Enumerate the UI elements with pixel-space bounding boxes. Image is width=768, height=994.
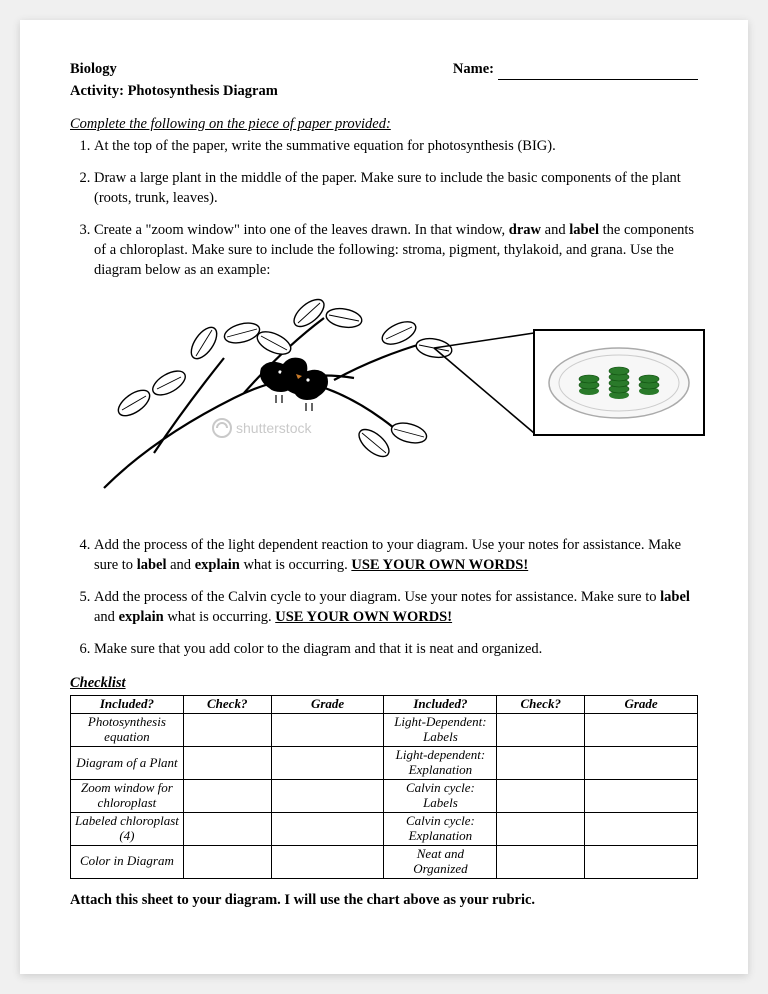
col-grade-1: Grade	[271, 696, 384, 714]
diagram-svg: shutterstock	[94, 288, 714, 518]
table-row: Color in Diagram Neat and Organized	[71, 845, 698, 878]
name-field: Name:	[453, 60, 698, 80]
instruction-6: Make sure that you add color to the diag…	[94, 640, 698, 660]
table-row: Zoom window for chloroplast Calvin cycle…	[71, 780, 698, 813]
svg-text:shutterstock: shutterstock	[236, 420, 312, 436]
table-row: Labeled chloroplast (4) Calvin cycle: Ex…	[71, 813, 698, 846]
footer-note: Attach this sheet to your diagram. I wil…	[70, 891, 698, 911]
name-blank-line[interactable]	[498, 79, 698, 80]
col-check-2: Check?	[497, 696, 585, 714]
instruction-2: Draw a large plant in the middle of the …	[94, 169, 698, 208]
table-header-row: Included? Check? Grade Included? Check? …	[71, 696, 698, 714]
subject-label: Biology	[70, 60, 117, 80]
col-included-2: Included?	[384, 696, 497, 714]
col-check-1: Check?	[183, 696, 271, 714]
checklist-title: Checklist	[70, 674, 698, 694]
worksheet-page: Biology Name: Activity: Photosynthesis D…	[20, 20, 748, 974]
instruction-4: Add the process of the light dependent r…	[94, 536, 698, 575]
header-row: Biology Name:	[70, 60, 698, 80]
watermark: shutterstock	[213, 419, 312, 437]
checklist-table: Included? Check? Grade Included? Check? …	[70, 695, 698, 878]
instruction-3: Create a "zoom window" into one of the l…	[94, 221, 698, 518]
checklist-body: Photosynthesis equation Light-Dependent:…	[71, 714, 698, 878]
table-row: Photosynthesis equation Light-Dependent:…	[71, 714, 698, 747]
table-row: Diagram of a Plant Light-dependent: Expl…	[71, 747, 698, 780]
instruction-list: At the top of the paper, write the summa…	[70, 137, 698, 660]
activity-title: Activity: Photosynthesis Diagram	[70, 82, 698, 102]
instruction-5: Add the process of the Calvin cycle to y…	[94, 588, 698, 627]
col-included-1: Included?	[71, 696, 184, 714]
instruction-1: At the top of the paper, write the summa…	[94, 137, 698, 157]
instructions-lead: Complete the following on the piece of p…	[70, 115, 698, 135]
example-diagram: shutterstock	[94, 288, 698, 518]
col-grade-2: Grade	[585, 696, 698, 714]
